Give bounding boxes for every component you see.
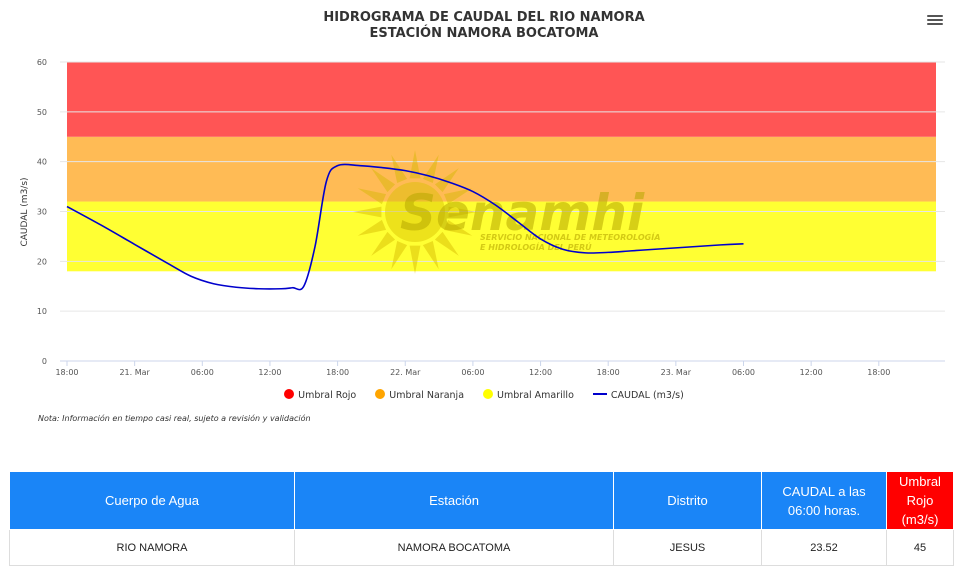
y-tick-label: 50 — [37, 108, 47, 117]
band-umbral-naranja — [67, 136, 936, 202]
grid-lines — [60, 61, 945, 312]
hamburger-menu-icon[interactable] — [927, 15, 943, 29]
sun-ray — [434, 231, 459, 256]
legend-red-dot-icon — [284, 389, 295, 399]
chart-title-line2: ESTACIÓN NAMORA BOCATOMA — [369, 26, 599, 41]
y-tick-label: 20 — [37, 257, 47, 266]
sun-ray — [371, 168, 396, 193]
sun-ray — [353, 206, 382, 218]
sun-ray — [409, 245, 421, 274]
legend-orange-dot-icon — [375, 389, 386, 399]
sun-ray — [422, 240, 439, 270]
threshold-bands — [67, 62, 936, 272]
x-tick-label: 22. Mar — [390, 368, 421, 377]
x-tick-label: 12:00 — [529, 368, 552, 377]
chart-title-line1: HIDROGRAMA DE CAUDAL DEL RIO NAMORA — [323, 10, 645, 25]
sun-ray — [357, 188, 387, 205]
x-tick-label: 18:00 — [867, 368, 890, 377]
series-layer — [66, 163, 744, 291]
legend-item-umbral-naranja[interactable]: Umbral Naranja — [375, 389, 464, 401]
x-tick-label: 12:00 — [800, 368, 823, 377]
y-tick-label: 30 — [37, 208, 47, 217]
y-tick-label: 60 — [37, 58, 47, 67]
chart-note: Nota: Información en tiempo casi real, s… — [38, 414, 311, 423]
cell-distrito: JESUS — [613, 529, 762, 566]
y-tick-label: 0 — [42, 357, 47, 366]
x-tick-label: 06:00 — [732, 368, 755, 377]
table-row: RIO NAMORA NAMORA BOCATOMA JESUS 23.52 4… — [9, 529, 954, 566]
sun-ray — [357, 219, 387, 236]
band-umbral-amarillo — [67, 201, 936, 272]
y-tick-label: 40 — [37, 158, 47, 167]
chart-title: HIDROGRAMA DE CAUDAL DEL RIO NAMORA ESTA… — [0, 10, 968, 42]
hydrograph-chart: HIDROGRAMA DE CAUDAL DEL RIO NAMORA ESTA… — [0, 10, 968, 423]
sun-ray — [443, 188, 473, 205]
cell-cuerpo-de-agua: RIO NAMORA — [9, 529, 295, 566]
header-umbral-rojo: Umbral Rojo (m3/s) — [886, 471, 954, 530]
cell-umbral-rojo: 45 — [886, 529, 954, 566]
cell-caudal: 23.52 — [761, 529, 887, 566]
legend-line-icon — [592, 393, 607, 395]
chart-legend: Umbral Rojo Umbral Naranja Umbral Amaril… — [0, 389, 968, 405]
header-distrito: Distrito — [613, 471, 762, 530]
legend-label: Umbral Amarillo — [497, 390, 574, 401]
watermark-line2: E HIDROLOGÍA DEL PERÚ — [480, 241, 592, 252]
watermark-line1: SERVICIO NACIONAL DE METEOROLOGÍA — [480, 231, 660, 242]
axes: 0 10 20 30 40 50 60 18:00 21. Mar 06:00 12:00 18:00… — [37, 58, 945, 377]
sun-ray — [434, 168, 459, 193]
legend-yellow-dot-icon — [483, 389, 494, 399]
x-tick-label: 12:00 — [258, 368, 281, 377]
sun-ray — [448, 206, 477, 218]
y-tick-label: 10 — [37, 307, 47, 316]
legend-label: Umbral Naranja — [389, 390, 465, 401]
x-tick-label: 21. Mar — [119, 368, 150, 377]
legend-label: Umbral Rojo — [298, 390, 357, 401]
legend-item-umbral-rojo[interactable]: Umbral Rojo — [284, 389, 356, 401]
x-tick-label: 06:00 — [191, 368, 214, 377]
legend-item-umbral-amarillo[interactable]: Umbral Amarillo — [483, 389, 574, 401]
cell-estacion: NAMORA BOCATOMA — [294, 529, 614, 566]
header-estacion: Estación — [294, 471, 614, 530]
sun-ray — [443, 219, 473, 236]
x-tick-label: 06:00 — [461, 368, 484, 377]
station-info-table: Cuerpo de Agua Estación Distrito CAUDAL … — [9, 471, 954, 566]
table-header-row: Cuerpo de Agua Estación Distrito CAUDAL … — [9, 471, 954, 530]
x-tick-label: 23. Mar — [661, 368, 692, 377]
legend-label: CAUDAL (m3/s) — [610, 390, 684, 401]
sun-ray — [371, 231, 396, 256]
series-line-caudal — [66, 163, 744, 291]
y-axis-label: CAUDAL (m3/s) — [20, 177, 30, 246]
header-cuerpo-de-agua: Cuerpo de Agua — [9, 471, 295, 530]
watermark-brand: Senamhi — [400, 184, 645, 242]
sun-ray — [391, 240, 408, 270]
sun-core — [385, 182, 445, 242]
band-umbral-rojo — [67, 62, 936, 137]
x-tick-label: 18:00 — [55, 368, 78, 377]
legend-item-caudal[interactable]: CAUDAL (m3/s) — [592, 390, 684, 401]
x-tick-label: 18:00 — [326, 368, 349, 377]
x-tick-label: 18:00 — [597, 368, 620, 377]
header-caudal: CAUDAL a las 06:00 horas. — [761, 471, 887, 530]
